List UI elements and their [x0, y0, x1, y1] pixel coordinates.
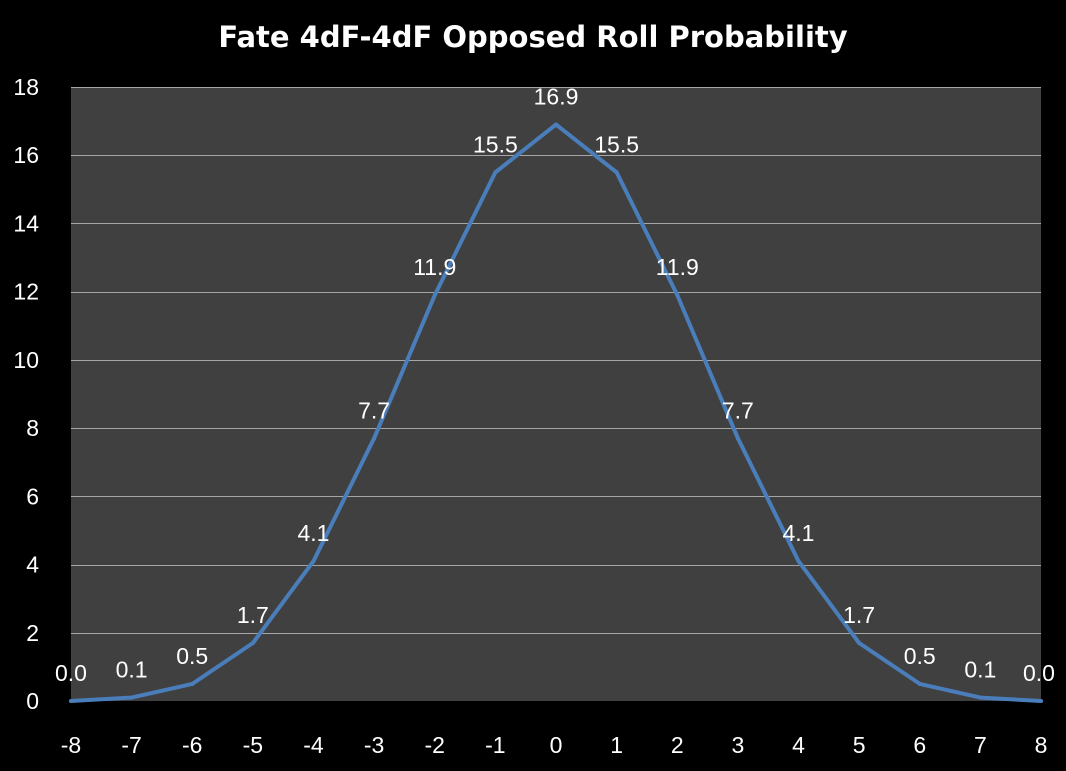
x-tick-label: -1	[485, 732, 505, 758]
data-points	[69, 122, 1043, 703]
data-point	[978, 695, 983, 700]
data-label: 15.5	[594, 131, 639, 157]
x-tick-label: 2	[671, 732, 684, 758]
x-tick-label: -7	[121, 732, 141, 758]
y-tick-label: 16	[13, 142, 39, 168]
data-label: 7.7	[358, 397, 390, 423]
y-tick-label: 8	[26, 415, 39, 441]
x-tick-label: 3	[731, 732, 744, 758]
data-label: 4.1	[783, 520, 815, 546]
x-tick-label: -5	[243, 732, 263, 758]
y-tick-label: 0	[26, 688, 39, 714]
data-point	[129, 695, 134, 700]
x-tick-label: 1	[610, 732, 623, 758]
gridlines	[71, 87, 1041, 634]
data-point	[554, 122, 558, 127]
plot-area	[71, 87, 1041, 701]
data-label: 15.5	[473, 131, 518, 157]
chart-title: Fate 4dF-4dF Opposed Roll Probability	[218, 20, 847, 54]
x-tick-label: 0	[550, 732, 563, 758]
data-point	[1039, 699, 1043, 703]
data-labels: 0.0 0.1 0.5 1.7 4.1 7.7 11.9 15.5 16.9 15.5 11.9 7.…	[55, 84, 1055, 686]
data-point	[857, 641, 862, 646]
y-tick-label: 6	[26, 483, 39, 509]
data-label: 0.0	[1023, 660, 1055, 686]
data-label: 0.5	[904, 643, 936, 669]
y-tick-label: 2	[26, 620, 39, 646]
y-tick-label: 14	[13, 210, 39, 236]
data-point	[675, 293, 680, 298]
y-axis-labels: 0 2 4 6 8 10 12 14 16 18	[13, 74, 39, 714]
data-point	[796, 559, 801, 564]
data-point	[250, 641, 255, 646]
data-label: 0.1	[964, 657, 996, 683]
data-point	[311, 559, 316, 564]
data-label: 4.1	[298, 520, 330, 546]
y-tick-label: 18	[13, 74, 39, 100]
data-point	[190, 681, 195, 686]
x-tick-label: -4	[303, 732, 324, 758]
x-tick-label: -3	[364, 732, 384, 758]
x-tick-label: 6	[913, 732, 926, 758]
data-label: 0.5	[176, 643, 208, 669]
data-label: 0.0	[55, 660, 87, 686]
data-point	[69, 699, 73, 703]
x-tick-label: 4	[792, 732, 805, 758]
data-label: 16.9	[534, 84, 579, 110]
data-label: 7.7	[722, 397, 754, 423]
data-point	[493, 170, 498, 175]
data-label: 1.7	[843, 602, 875, 628]
y-tick-label: 12	[13, 279, 39, 305]
data-point	[735, 436, 740, 441]
x-tick-label: 5	[853, 732, 866, 758]
x-tick-label: -6	[182, 732, 202, 758]
x-axis-labels: -8 -7 -6 -5 -4 -3 -2 -1 0 1 2 3 4 5 6 7 8	[61, 732, 1048, 758]
data-point	[614, 170, 619, 175]
data-label: 1.7	[237, 602, 269, 628]
x-tick-label: -8	[61, 732, 81, 758]
y-tick-label: 10	[13, 347, 39, 373]
x-tick-label: 8	[1035, 732, 1048, 758]
data-point	[432, 293, 437, 298]
data-label: 11.9	[413, 254, 456, 280]
data-label: 0.1	[116, 657, 148, 683]
data-point	[917, 681, 922, 686]
x-tick-label: -2	[425, 732, 445, 758]
data-label: 11.9	[656, 254, 699, 280]
x-tick-label: 7	[974, 732, 987, 758]
data-point	[372, 436, 377, 441]
y-tick-label: 4	[26, 552, 39, 578]
